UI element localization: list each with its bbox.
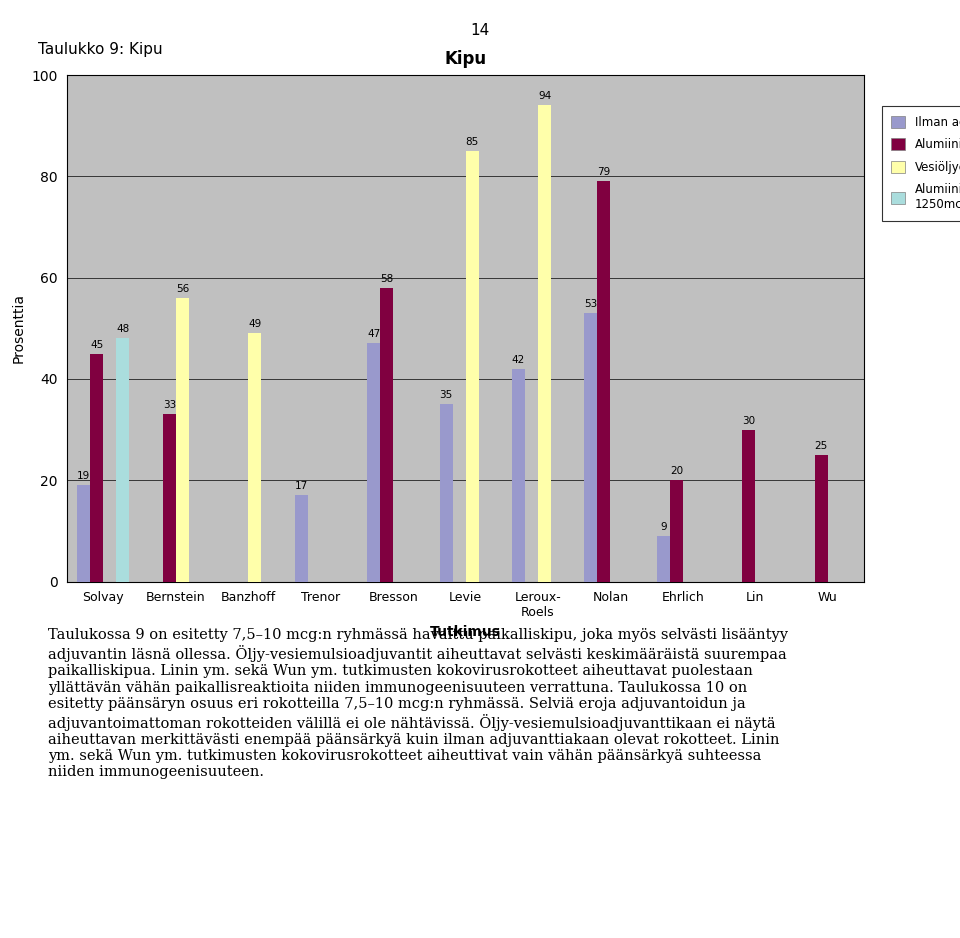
Bar — [657, 536, 670, 582]
Text: 35: 35 — [440, 390, 453, 401]
Bar — [597, 181, 611, 582]
Text: 48: 48 — [116, 325, 130, 334]
Bar — [440, 404, 452, 582]
Bar — [380, 288, 394, 582]
Legend: Ilman adjuvanttia, Alumiiniadjuvantti, Vesiöljyemulsio, Alumiinihydroksidi
1250m: Ilman adjuvanttia, Alumiiniadjuvantti, V… — [882, 106, 960, 220]
Title: Kipu: Kipu — [444, 50, 487, 68]
Bar — [815, 455, 828, 582]
Text: 53: 53 — [585, 299, 597, 309]
Text: 14: 14 — [470, 23, 490, 38]
Text: 49: 49 — [249, 319, 261, 329]
Text: 30: 30 — [742, 416, 756, 426]
Text: 19: 19 — [77, 471, 90, 481]
Bar — [116, 339, 130, 582]
Bar — [512, 369, 525, 582]
Text: 25: 25 — [815, 441, 828, 451]
Bar — [670, 480, 683, 582]
Bar — [78, 485, 90, 582]
Text: 42: 42 — [512, 355, 525, 365]
Bar — [163, 415, 176, 582]
Text: 45: 45 — [90, 340, 104, 350]
Text: 20: 20 — [670, 466, 683, 477]
Bar — [295, 495, 308, 582]
Bar — [176, 298, 189, 582]
Bar — [742, 430, 756, 582]
Text: 94: 94 — [538, 91, 551, 101]
Text: 9: 9 — [660, 522, 666, 532]
Bar — [90, 354, 104, 582]
Text: 17: 17 — [295, 481, 308, 492]
Bar — [367, 343, 380, 582]
Bar — [466, 151, 479, 582]
Bar — [585, 313, 597, 582]
Bar — [249, 333, 261, 582]
Text: 33: 33 — [162, 401, 176, 410]
Text: 47: 47 — [367, 329, 380, 340]
Text: 79: 79 — [597, 167, 611, 177]
Text: 58: 58 — [380, 274, 394, 283]
Bar — [538, 105, 551, 582]
Text: Taulukossa 9 on esitetty 7,5–10 mcg:n ryhmässä havaittu paikalliskipu, joka myös: Taulukossa 9 on esitetty 7,5–10 mcg:n ry… — [48, 628, 788, 779]
Y-axis label: Prosenttia: Prosenttia — [12, 294, 26, 363]
Text: 56: 56 — [176, 284, 189, 294]
Text: Taulukko 9: Kipu: Taulukko 9: Kipu — [38, 42, 163, 57]
X-axis label: Tutkimus: Tutkimus — [430, 625, 501, 639]
Text: 85: 85 — [466, 137, 479, 147]
